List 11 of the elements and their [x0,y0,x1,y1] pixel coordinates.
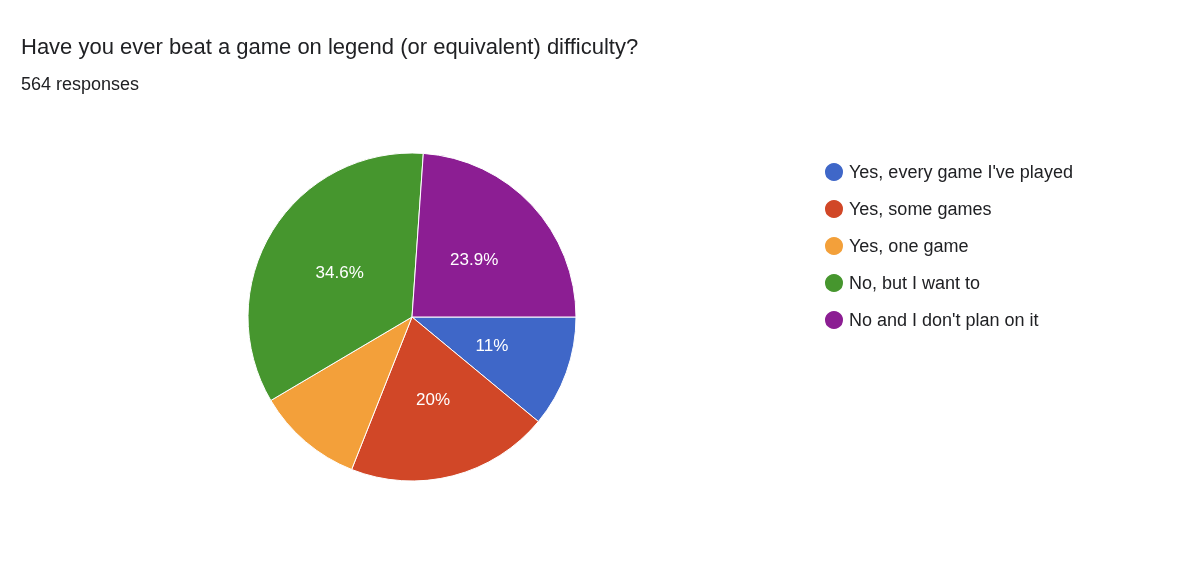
data-label: 23.9% [450,249,499,269]
data-label: 11% [475,336,509,356]
chart-title: Have you ever beat a game on legend (or equivalent) difficulty? [21,33,639,59]
data-label: 34.6% [315,262,364,282]
legend-label: Yes, some games [849,199,992,219]
legend-label: Yes, every game I've played [849,162,1073,182]
data-label: 20% [416,389,451,409]
legend-label: No, but I want to [849,273,981,293]
legend-label: No and I don't plan on it [849,310,1039,330]
text: 564 responses [21,74,140,94]
legend-label: Yes, one game [849,236,969,256]
